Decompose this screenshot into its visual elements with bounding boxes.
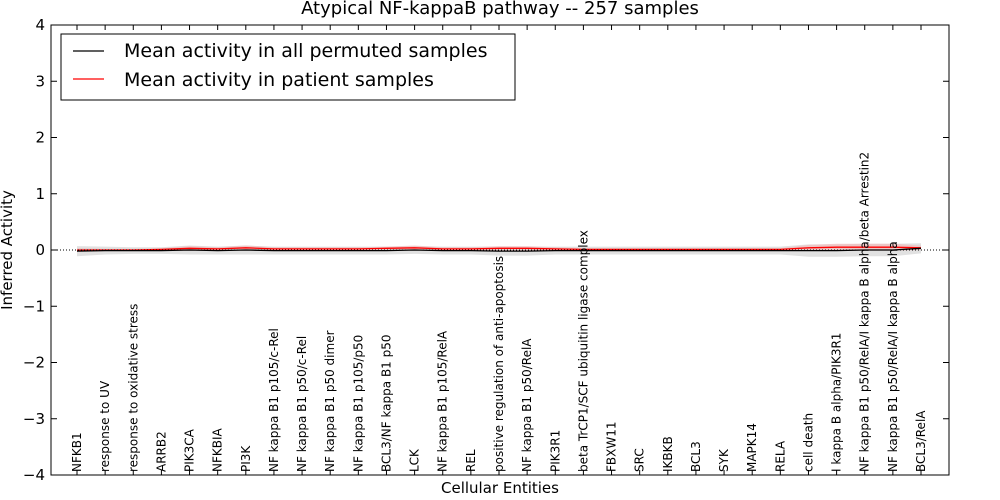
x-tick-label: response to oxidative stress — [126, 304, 140, 472]
chart-title: Atypical NF-kappaB pathway -- 257 sample… — [301, 0, 699, 19]
y-axis-label: Inferred Activity — [0, 190, 16, 310]
x-tick-label: positive regulation of anti-apoptosis — [492, 256, 506, 472]
x-tick-label: NF kappa B1 p50/RelA/I kappa B alpha — [886, 241, 900, 472]
x-tick-label: PIK3R1 — [548, 430, 562, 472]
x-tick-label: NF kappa B1 p50/RelA/I kappa B alpha/bet… — [858, 152, 872, 472]
x-tick-label: BCL3 — [689, 441, 703, 472]
y-tick-label: 3 — [35, 72, 45, 90]
x-tick-label: IKBKB — [661, 436, 675, 472]
x-tick-label: NF kappa B1 p105/RelA — [436, 330, 450, 472]
y-tick-label: −3 — [23, 410, 45, 428]
x-axis-label: Cellular Entities — [441, 479, 559, 497]
legend: Mean activity in all permuted samples Me… — [60, 33, 516, 101]
legend-label-permuted: Mean activity in all permuted samples — [124, 40, 487, 62]
y-tick-label: −1 — [23, 297, 45, 315]
x-tick-label: MAPK14 — [745, 423, 759, 472]
y-tick-label: 0 — [35, 241, 45, 259]
y-tick-label: −4 — [23, 466, 45, 484]
x-tick-label: NFKB1 — [70, 432, 84, 472]
x-tick-label: beta TrCP1/SCF ubiquitin ligase complex — [576, 230, 590, 472]
x-tick-label: NF kappa B1 p50/RelA — [520, 338, 534, 472]
x-tick-label: SRC — [633, 448, 647, 472]
x-tick-label: response to UV — [98, 380, 112, 472]
line-series-0 — [76, 247, 922, 252]
x-tick-label: cell death — [801, 413, 815, 472]
y-tick-label: 2 — [35, 129, 45, 147]
x-tick-label: PIK3CA — [183, 428, 197, 472]
x-axis: NFKB1 response to UV response to oxidative… — [70, 25, 928, 475]
x-tick-label: NF kappa B1 p105/c-Rel — [267, 328, 281, 472]
line-series-1 — [77, 246, 922, 251]
y-axis: −4 −3 −2 −1 0 1 2 3 4 — [23, 16, 949, 484]
y-tick-label: −2 — [23, 354, 45, 372]
x-tick-label: FBXW11 — [605, 422, 619, 473]
x-tick-label: LCK — [408, 448, 422, 472]
x-tick-label: NF kappa B1 p50 dimer — [323, 330, 337, 472]
x-tick-label: PI3K — [239, 445, 253, 472]
x-tick-label: I kappa B alpha/PIK3R1 — [830, 333, 844, 472]
x-tick-label: SYK — [717, 448, 731, 472]
legend-box — [60, 33, 516, 101]
y-tick-label: 1 — [35, 185, 45, 203]
x-tick-label: BCL3/RelA — [914, 410, 928, 472]
y-tick-label: 4 — [35, 16, 45, 34]
x-tick-label: BCL3/NF kappa B1 p50 — [379, 334, 393, 472]
x-tick-label: ARRB2 — [154, 431, 168, 472]
legend-label-patient: Mean activity in patient samples — [124, 69, 434, 91]
x-tick-label: NFKBIA — [211, 427, 225, 472]
x-tick-label: NF kappa B1 p105/p50 — [351, 335, 365, 472]
x-tick-label: RELA — [773, 440, 787, 472]
x-tick-label: NF kappa B1 p50/c-Rel — [295, 336, 309, 472]
series-lines — [76, 246, 922, 252]
x-tick-label: REL — [464, 449, 478, 472]
